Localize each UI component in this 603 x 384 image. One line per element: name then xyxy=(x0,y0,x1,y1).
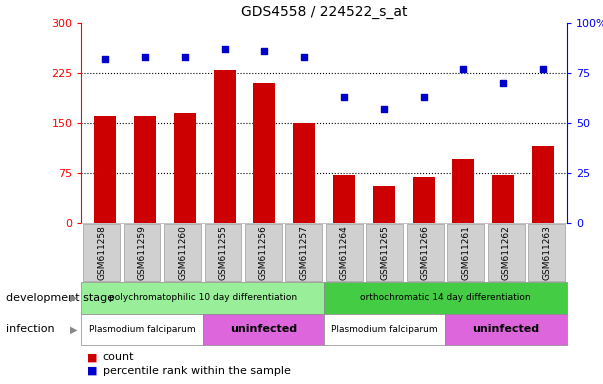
Bar xyxy=(94,116,116,223)
Point xyxy=(379,106,388,112)
Text: Plasmodium falciparum: Plasmodium falciparum xyxy=(332,325,438,334)
Title: GDS4558 / 224522_s_at: GDS4558 / 224522_s_at xyxy=(241,5,408,19)
Text: GSM611256: GSM611256 xyxy=(259,225,268,280)
Text: GSM611264: GSM611264 xyxy=(340,225,349,280)
Bar xyxy=(213,70,236,223)
Point xyxy=(220,46,230,52)
Text: GSM611262: GSM611262 xyxy=(502,225,511,280)
Text: GSM611260: GSM611260 xyxy=(178,225,187,280)
Text: Plasmodium falciparum: Plasmodium falciparum xyxy=(89,325,195,334)
Bar xyxy=(532,146,554,223)
Text: uninfected: uninfected xyxy=(230,324,297,334)
Point xyxy=(300,54,309,60)
Bar xyxy=(373,186,395,223)
Point xyxy=(101,56,110,62)
Bar xyxy=(333,175,355,223)
Text: GSM611266: GSM611266 xyxy=(421,225,430,280)
Point xyxy=(458,66,468,72)
Text: orthochromatic 14 day differentiation: orthochromatic 14 day differentiation xyxy=(360,293,531,303)
Point xyxy=(418,94,428,100)
Point xyxy=(498,80,508,86)
Bar xyxy=(293,123,315,223)
Bar xyxy=(492,175,514,223)
Bar xyxy=(134,116,156,223)
Bar xyxy=(253,83,276,223)
Bar xyxy=(412,177,435,223)
Text: ■: ■ xyxy=(87,366,98,376)
Point xyxy=(260,48,270,54)
Text: GSM611265: GSM611265 xyxy=(380,225,390,280)
Point xyxy=(140,54,150,60)
Bar xyxy=(174,113,196,223)
Text: polychromatophilic 10 day differentiation: polychromatophilic 10 day differentiatio… xyxy=(109,293,297,303)
Text: count: count xyxy=(103,352,134,362)
Text: ■: ■ xyxy=(87,352,98,362)
Point xyxy=(538,66,548,72)
Text: GSM611258: GSM611258 xyxy=(97,225,106,280)
Text: ▶: ▶ xyxy=(70,293,77,303)
Text: GSM611257: GSM611257 xyxy=(299,225,308,280)
Bar xyxy=(452,159,475,223)
Text: GSM611263: GSM611263 xyxy=(542,225,551,280)
Point xyxy=(180,54,190,60)
Text: GSM611255: GSM611255 xyxy=(218,225,227,280)
Text: GSM611261: GSM611261 xyxy=(461,225,470,280)
Text: uninfected: uninfected xyxy=(473,324,540,334)
Text: development stage: development stage xyxy=(6,293,114,303)
Text: infection: infection xyxy=(6,324,55,334)
Text: GSM611259: GSM611259 xyxy=(137,225,147,280)
Text: ▶: ▶ xyxy=(70,324,77,334)
Text: percentile rank within the sample: percentile rank within the sample xyxy=(103,366,291,376)
Point xyxy=(339,94,349,100)
